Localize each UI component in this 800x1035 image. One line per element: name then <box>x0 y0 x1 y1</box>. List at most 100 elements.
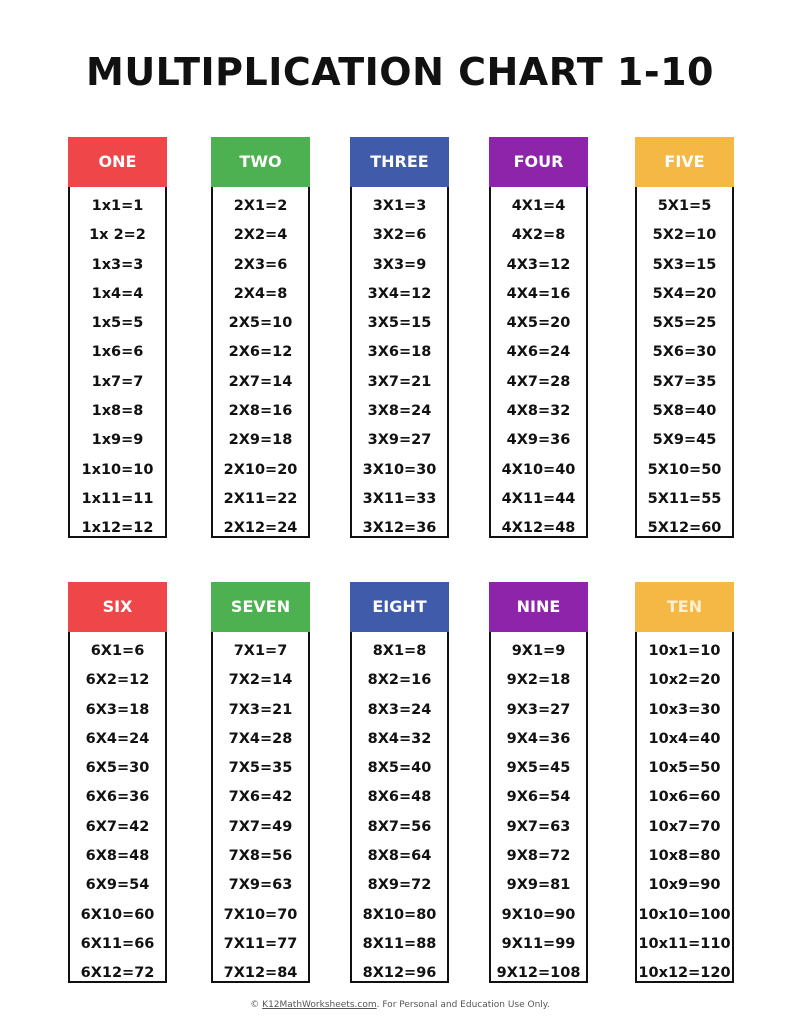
table-row: 6X1=6 <box>90 643 145 659</box>
table-row: 5X11=55 <box>647 490 722 507</box>
table-row: 3X12=36 <box>362 520 437 537</box>
table-row: 10x10=100 <box>638 906 731 923</box>
table-row: 8X6=48 <box>367 789 432 806</box>
table-row: 5X9=45 <box>652 432 717 449</box>
table-row: 1x4=4 <box>91 285 144 302</box>
table-row: 3X4=12 <box>367 285 432 302</box>
column-body: 7X1=7 7X2=14 7X3=21 7X4=28 7X5=35 7X6=42 7X7=4… <box>211 632 310 983</box>
table-row: 7X4=28 <box>228 730 293 747</box>
table-row: 9X6=54 <box>506 789 571 806</box>
table-row: 2X4=8 <box>233 285 288 302</box>
table-row: 7X11=77 <box>223 935 298 952</box>
table-row: 9X7=63 <box>506 818 571 835</box>
column-body: 8X1=8 8X2=16 8X3=24 8X4=32 8X5=40 8X6=48 8X7=5… <box>350 632 449 983</box>
column-header: FOUR <box>489 137 588 187</box>
table-row: 6X10=60 <box>80 906 155 923</box>
table-column-four: FOUR 4X1=4 4X2=8 4X3=12 4X4=16 4X5=20 4X6=24 4X… <box>489 137 588 538</box>
table-row: 4X7=28 <box>506 373 571 390</box>
page-title: MULTIPLICATION CHART 1-10 <box>86 50 714 94</box>
table-row: 5X4=20 <box>652 285 717 302</box>
table-row: 6X11=66 <box>80 935 155 952</box>
table-row: 6X6=36 <box>85 789 150 806</box>
table-row: 8X9=72 <box>367 877 432 894</box>
footer: © K12MathWorksheets.com. For Personal an… <box>0 1000 800 1010</box>
table-row: 9X4=36 <box>506 730 571 747</box>
table-column-three: THREE 3X1=3 3X2=6 3X3=9 3X4=12 3X5=15 3X6=18 3X… <box>350 137 449 538</box>
table-row: 6X3=18 <box>85 701 150 718</box>
table-row: 8X11=88 <box>362 935 437 952</box>
column-header: THREE <box>350 137 449 187</box>
table-row: 6X7=42 <box>85 818 150 835</box>
table-row: 8X7=56 <box>367 818 432 835</box>
table-row: 1x5=5 <box>91 315 144 332</box>
table-column-seven: SEVEN 7X1=7 7X2=14 7X3=21 7X4=28 7X5=35 7X6=42… <box>211 582 310 983</box>
table-row: 5X1=5 <box>657 198 712 214</box>
table-row: 6X5=30 <box>85 760 150 777</box>
table-row: 4X9=36 <box>506 432 571 449</box>
table-row: 7X6=42 <box>228 789 293 806</box>
table-row: 2X7=14 <box>228 373 293 390</box>
table-row: 4X6=24 <box>506 344 571 361</box>
table-row: 2X3=6 <box>233 256 288 273</box>
table-row: 1x3=3 <box>91 256 144 273</box>
table-row: 4X12=48 <box>501 520 576 537</box>
table-row: 5X7=35 <box>652 373 717 390</box>
table-row: 1x8=8 <box>91 403 144 420</box>
footer-link[interactable]: K12MathWorksheets.com <box>262 1000 377 1010</box>
table-row: 3X10=30 <box>362 461 437 478</box>
table-row: 2X12=24 <box>223 520 298 537</box>
table-row: 2X2=4 <box>233 227 288 244</box>
table-row: 6X2=12 <box>85 672 150 689</box>
table-row: 9X12=108 <box>496 965 581 982</box>
table-row: 2X10=20 <box>223 461 298 478</box>
table-row: 7X1=7 <box>233 643 288 659</box>
table-row: 8X4=32 <box>367 730 432 747</box>
table-row: 7X5=35 <box>228 760 293 777</box>
table-row: 2X11=22 <box>223 490 298 507</box>
table-row: 10x9=90 <box>648 877 721 894</box>
column-header: NINE <box>489 582 588 632</box>
column-header: SEVEN <box>211 582 310 632</box>
table-row: 10x1=10 <box>648 643 721 659</box>
column-header: ONE <box>68 137 167 187</box>
table-row: 3X9=27 <box>367 432 432 449</box>
table-row: 10x8=80 <box>648 848 721 865</box>
table-row: 9X3=27 <box>506 701 571 718</box>
table-row: 2X6=12 <box>228 344 293 361</box>
column-header: TWO <box>211 137 310 187</box>
table-row: 2X8=16 <box>228 403 293 420</box>
table-row: 3X6=18 <box>367 344 432 361</box>
table-column-nine: NINE 9X1=9 9X2=18 9X3=27 9X4=36 9X5=45 9X6=54 9… <box>489 582 588 983</box>
table-row: 1x12=12 <box>81 520 154 537</box>
table-row: 9X1=9 <box>511 643 566 659</box>
table-row: 3X1=3 <box>372 198 427 214</box>
table-row: 7X3=21 <box>228 701 293 718</box>
table-column-eight: EIGHT 8X1=8 8X2=16 8X3=24 8X4=32 8X5=40 8X6=48… <box>350 582 449 983</box>
column-body: 2X1=2 2X2=4 2X3=6 2X4=8 2X5=10 2X6=12 2X7=14 2X… <box>211 187 310 538</box>
table-column-ten: TEN 10x1=10 10x2=20 10x3=30 10x4=40 10x5=50 10… <box>635 582 734 983</box>
table-row: 6X12=72 <box>80 965 155 982</box>
table-row: 4X2=8 <box>511 227 566 244</box>
column-body: 3X1=3 3X2=6 3X3=9 3X4=12 3X5=15 3X6=18 3X7=21 3… <box>350 187 449 538</box>
table-row: 10x11=110 <box>638 935 731 952</box>
table-row: 5X3=15 <box>652 256 717 273</box>
table-row: 4X4=16 <box>506 285 571 302</box>
table-row: 7X12=84 <box>223 965 298 982</box>
table-row: 1x7=7 <box>91 373 144 390</box>
table-row: 10x6=60 <box>648 789 721 806</box>
table-row: 10x3=30 <box>648 701 721 718</box>
column-body: 1x1=1 1x 2=2 1x3=3 1x4=4 1x5=5 1x6=6 1x7=7 1x8=… <box>68 187 167 538</box>
table-row: 10x7=70 <box>648 818 721 835</box>
table-row: 7X2=14 <box>228 672 293 689</box>
column-body: 6X1=6 6X2=12 6X3=18 6X4=24 6X5=30 6X6=36 6X7=4… <box>68 632 167 983</box>
table-row: 1x1=1 <box>91 198 144 214</box>
table-row: 1x10=10 <box>81 461 154 478</box>
table-row: 3X3=9 <box>372 256 427 273</box>
column-header: SIX <box>68 582 167 632</box>
column-header: EIGHT <box>350 582 449 632</box>
column-body: 4X1=4 4X2=8 4X3=12 4X4=16 4X5=20 4X6=24 4X7=28… <box>489 187 588 538</box>
column-header: TEN <box>635 582 734 632</box>
table-column-two: TWO 2X1=2 2X2=4 2X3=6 2X4=8 2X5=10 2X6=12 2X7=1… <box>211 137 310 538</box>
table-row: 1x 2=2 <box>89 227 146 244</box>
table-row: 9X8=72 <box>506 848 571 865</box>
